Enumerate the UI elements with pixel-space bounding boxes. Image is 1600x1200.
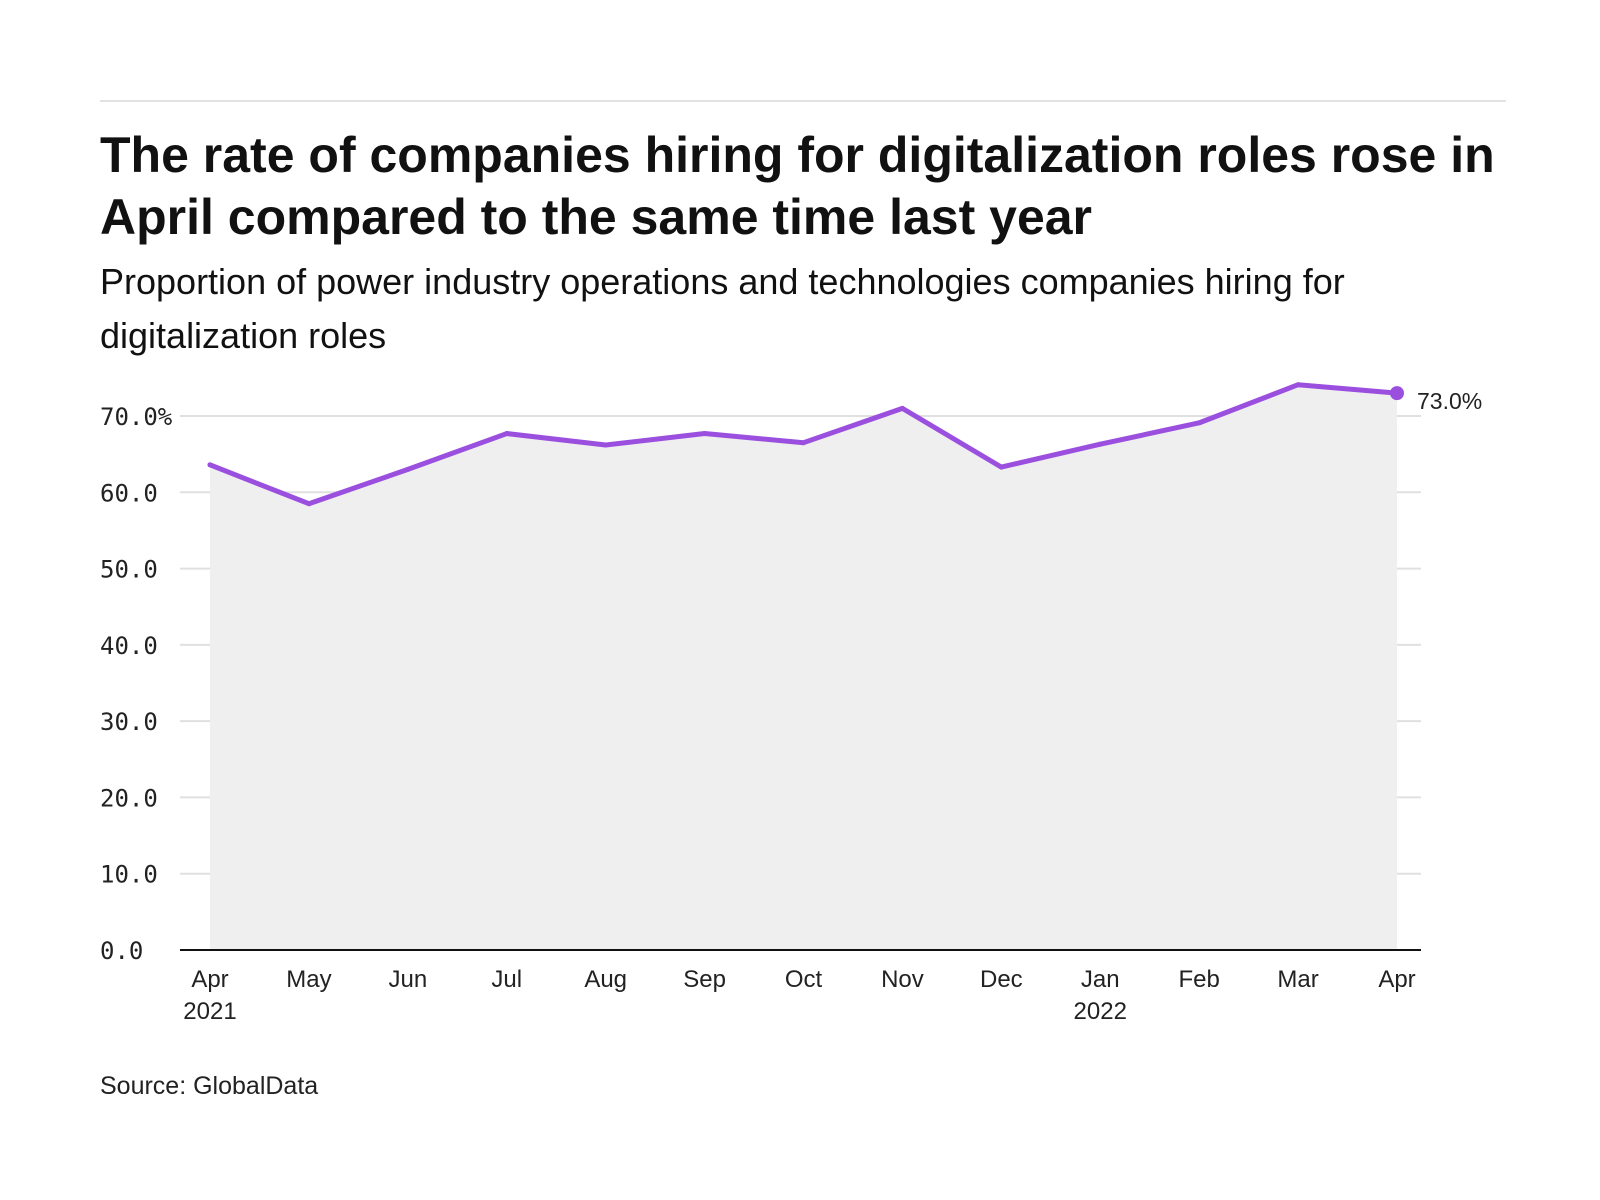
data-point [603, 442, 609, 448]
source-note: Source: GlobalData [100, 1072, 319, 1100]
x-tick-label: Mar [1277, 966, 1318, 993]
data-point [1295, 382, 1301, 388]
x-tick-label: Apr [1378, 966, 1415, 993]
data-point [405, 466, 411, 472]
data-point [1097, 441, 1103, 447]
chart-subtitle: Proportion of power industry operations … [100, 261, 1345, 356]
x-tick-label: May [286, 966, 331, 993]
x-axis-ticks: Apr 2021 May Jun Jul Aug Sep Oct Nov Dec Jan 2022 Fe… [183, 966, 1415, 1025]
data-point [504, 431, 510, 437]
data-point [1196, 420, 1202, 426]
data-point [899, 405, 905, 411]
x-tick-year-label: 2022 [1074, 998, 1127, 1025]
end-value-label: 73.0% [1417, 388, 1482, 414]
top-rule [100, 100, 1506, 102]
y-tick-label: 20.0 [100, 784, 158, 812]
y-tick-label: 10.0 [100, 861, 158, 889]
y-tick-label: 0.0 [100, 937, 143, 965]
x-tick-label: Oct [785, 966, 823, 993]
x-tick-year-label: 2021 [183, 998, 236, 1025]
data-point [306, 501, 312, 507]
line-chart: 0.0 10.0 20.0 30.0 40.0 50.0 60.0 70.0% Apr 2021… [100, 382, 1482, 1025]
data-point [207, 462, 213, 468]
data-point [998, 464, 1004, 470]
data-point [801, 440, 806, 446]
x-tick-label: Jul [491, 966, 522, 993]
x-tick-label: Dec [980, 966, 1023, 993]
x-tick-label: Jan [1081, 966, 1120, 993]
series-area [210, 384, 1397, 950]
x-tick-label: Feb [1178, 966, 1219, 993]
x-tick-label: Jun [388, 966, 427, 993]
x-tick-label: Nov [881, 966, 924, 993]
y-tick-label: 40.0 [100, 632, 158, 660]
y-tick-label: 50.0 [100, 556, 158, 584]
y-axis-ticks: 0.0 10.0 20.0 30.0 40.0 50.0 60.0 70.0% [100, 403, 173, 965]
y-tick-label: 30.0 [100, 708, 158, 736]
end-point-marker [1390, 386, 1404, 401]
x-tick-label: Sep [683, 966, 726, 993]
y-tick-label: 60.0 [100, 479, 158, 507]
y-tick-label: 70.0% [100, 403, 173, 431]
x-tick-label: Aug [584, 966, 627, 993]
chart-title: The rate of companies hiring for digital… [100, 127, 1495, 245]
data-point [702, 431, 708, 437]
x-tick-label: Apr [191, 966, 228, 993]
